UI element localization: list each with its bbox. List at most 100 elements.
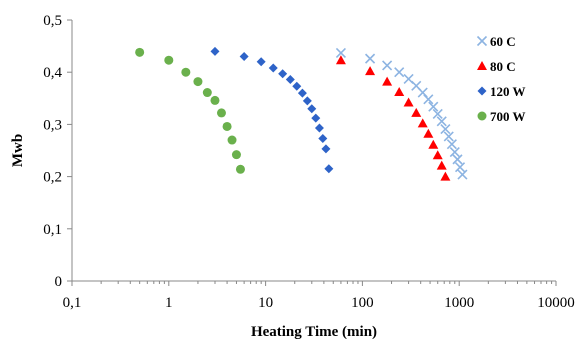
data-point xyxy=(227,135,237,145)
data-point xyxy=(210,95,220,105)
data-point xyxy=(164,55,174,65)
data-point xyxy=(318,133,328,143)
data-point xyxy=(268,63,278,73)
y-tick-label: 0,1 xyxy=(43,222,62,238)
data-point xyxy=(222,121,232,131)
data-point xyxy=(411,107,422,117)
data-point xyxy=(256,57,266,67)
data-point xyxy=(193,77,203,87)
data-point xyxy=(239,52,249,62)
data-point xyxy=(321,144,331,154)
data-point xyxy=(454,162,466,173)
data-point-stroke xyxy=(440,124,451,135)
data-point xyxy=(335,55,346,65)
y-tick-label: 0,3 xyxy=(43,117,62,133)
data-point xyxy=(436,116,447,127)
legend-label: 120 W xyxy=(490,84,526,99)
data-point-stroke xyxy=(382,60,393,71)
data-point xyxy=(443,131,454,142)
data-point xyxy=(311,113,321,123)
data-point xyxy=(432,108,443,120)
axes xyxy=(67,19,557,286)
legend-label: 700 W xyxy=(490,109,526,124)
legend-label: 80 C xyxy=(490,59,516,74)
data-point xyxy=(235,164,245,174)
x-tick-label: 10000 xyxy=(537,295,575,311)
data-point xyxy=(440,171,451,181)
data-point xyxy=(423,94,434,105)
series-1 xyxy=(335,55,451,181)
x-tick-label: 100 xyxy=(351,295,374,311)
data-point-stroke xyxy=(364,53,376,64)
legend-label: 60 C xyxy=(490,34,516,49)
data-point-stroke xyxy=(411,80,422,91)
data-point xyxy=(335,47,346,58)
data-point xyxy=(449,147,460,158)
data-point xyxy=(292,81,302,91)
x-tick-label: 1000 xyxy=(444,295,474,311)
data-point xyxy=(452,154,463,165)
data-point-stroke xyxy=(428,101,439,112)
x-axis-title: Heating Time (min) xyxy=(251,324,377,340)
y-axis-title: Mwb xyxy=(10,134,26,167)
data-point-stroke xyxy=(446,139,457,150)
series-3 xyxy=(135,47,245,174)
legend-marker xyxy=(477,111,487,121)
data-point-stroke xyxy=(454,162,466,173)
x-tick-label: 10 xyxy=(258,295,273,311)
y-tick-label: 0,4 xyxy=(43,65,62,81)
data-point xyxy=(436,160,447,170)
data-point xyxy=(423,128,434,138)
data-points xyxy=(135,46,468,181)
data-point xyxy=(394,67,405,78)
data-point-stroke xyxy=(449,147,460,158)
data-point xyxy=(307,104,317,114)
data-point xyxy=(202,88,212,98)
data-point xyxy=(428,101,439,112)
legend-marker xyxy=(476,35,488,47)
legend-marker xyxy=(477,61,487,70)
data-point-stroke xyxy=(417,87,428,98)
data-point xyxy=(364,53,376,64)
y-tick-label: 0,5 xyxy=(43,13,62,29)
data-point xyxy=(382,76,393,86)
series-0 xyxy=(335,47,468,180)
data-point-stroke xyxy=(443,131,454,142)
data-point xyxy=(181,67,191,77)
legend-marker xyxy=(477,86,487,96)
data-point-stroke xyxy=(394,67,405,78)
data-point xyxy=(302,96,312,106)
data-point xyxy=(446,139,457,150)
data-point xyxy=(216,108,226,118)
data-point xyxy=(135,47,145,57)
data-point-stroke xyxy=(436,116,447,127)
data-point xyxy=(440,124,451,135)
data-point-stroke xyxy=(457,169,468,180)
x-tick-label: 0,1 xyxy=(63,295,82,311)
data-point xyxy=(324,164,334,174)
data-point xyxy=(231,150,241,160)
data-point xyxy=(457,169,468,180)
data-point xyxy=(314,123,324,133)
data-point xyxy=(285,75,295,85)
data-point xyxy=(403,97,414,107)
data-point xyxy=(417,87,428,98)
data-point xyxy=(297,88,307,98)
data-point xyxy=(382,60,393,71)
data-point-stroke xyxy=(403,73,414,85)
legend: 60 C 80 C 120 W 700 W xyxy=(476,34,526,124)
data-point xyxy=(210,46,220,56)
series-2 xyxy=(210,46,334,174)
data-point xyxy=(278,69,288,79)
data-point-stroke xyxy=(423,94,434,105)
data-point-stroke xyxy=(335,47,346,58)
data-point xyxy=(432,150,443,160)
data-point xyxy=(365,66,376,76)
data-point-stroke xyxy=(432,108,443,120)
legend-marker-stroke xyxy=(476,35,488,47)
x-tick-label: 1 xyxy=(165,295,173,311)
data-point-stroke xyxy=(452,154,463,165)
y-tick-label: 0 xyxy=(55,274,63,290)
